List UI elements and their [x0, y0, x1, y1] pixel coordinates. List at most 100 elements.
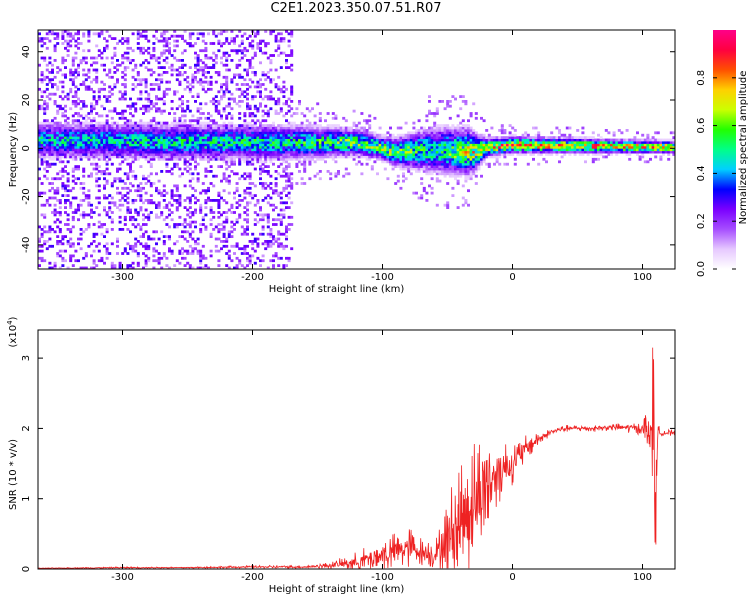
spectrogram-cell	[264, 196, 268, 200]
spectrogram-cell	[147, 51, 151, 55]
spectrogram-cell	[230, 121, 234, 125]
spectrogram-cell	[259, 150, 262, 154]
spectrogram-cell	[331, 126, 335, 130]
spectrogram-cell	[84, 136, 88, 139]
spectrogram-cell	[269, 90, 273, 94]
spectrogram-cell	[77, 63, 80, 67]
spectrogram-cell	[287, 259, 291, 263]
spectrogram-cell	[134, 138, 138, 142]
spectrogram-cell	[459, 172, 463, 176]
spectrogram-cell	[256, 160, 260, 164]
spectrogram-cell	[422, 189, 426, 193]
spectrogram-cell	[82, 191, 86, 195]
spectrogram-cell	[459, 129, 463, 132]
spectrogram-cell	[183, 63, 187, 67]
spectrogram-cell	[251, 95, 255, 98]
spectrogram-cell	[188, 206, 192, 209]
spectrogram-cell	[178, 167, 182, 171]
spectrogram-cell	[105, 46, 109, 50]
spectrogram-cell	[225, 167, 229, 171]
spectrogram-cell	[451, 157, 455, 161]
spectrogram-cell	[259, 85, 262, 89]
spectrogram-cell	[454, 141, 457, 144]
spectrogram-cell	[311, 143, 314, 147]
spectrogram-cell	[383, 148, 387, 152]
spectrogram-cell	[435, 143, 439, 147]
spectrogram-cell	[446, 133, 450, 137]
spectrogram-cell	[430, 170, 434, 173]
spectrogram-cell	[79, 155, 83, 159]
spectrogram-cell	[365, 121, 369, 125]
spectrogram-cell	[235, 148, 239, 152]
spectrogram-cell	[147, 259, 151, 263]
spectrogram-cell	[381, 136, 385, 139]
spectrogram-cell	[412, 167, 416, 171]
spectrogram-cell	[116, 237, 119, 241]
spectrogram-cell	[61, 34, 65, 38]
spectrogram-cell	[147, 244, 151, 248]
spectrogram-cell	[147, 237, 151, 241]
spectrogram-cell	[116, 186, 119, 190]
spectrogram-cell	[48, 165, 52, 168]
spectrogram-cell	[212, 148, 216, 152]
spectrogram-cell	[77, 208, 80, 212]
spectrogram-cell	[105, 179, 109, 183]
spectrogram-cell	[238, 213, 242, 217]
spectrogram-cell	[448, 160, 452, 164]
spectrogram-cell	[277, 133, 281, 137]
spectrogram-cell	[152, 143, 156, 147]
spectrogram-cell	[243, 133, 247, 137]
spectrogram-cell	[225, 145, 229, 149]
spectrogram-cell	[248, 160, 252, 164]
spectrogram-cell	[79, 237, 83, 241]
spectrogram-cell	[266, 194, 270, 197]
spectrogram-cell	[326, 124, 330, 127]
spectrogram-cell	[368, 155, 372, 159]
spectrogram-cell	[305, 133, 309, 137]
spectrogram-cell	[53, 133, 57, 137]
spectrogram-cell	[170, 249, 174, 253]
spectrogram-cell	[287, 174, 291, 178]
spectrogram-cell	[308, 124, 312, 127]
spectrogram-cell	[370, 143, 374, 147]
spectrogram-cell	[251, 153, 255, 156]
spectrogram-cell	[227, 155, 231, 159]
spectrogram-cell	[285, 228, 288, 231]
spectrogram-cell	[269, 203, 273, 207]
spectrogram-cell	[121, 138, 125, 142]
spectrogram-cell	[282, 186, 286, 190]
spectrogram-cell	[264, 129, 268, 132]
spectrogram-cell	[303, 133, 307, 137]
spectrogram-cell	[259, 232, 262, 236]
spectrogram-cell	[139, 153, 143, 156]
spectrogram-cell	[446, 157, 450, 161]
spectrogram-cell	[178, 83, 182, 86]
spectrogram-cell	[209, 124, 213, 127]
spectrogram-cell	[391, 165, 395, 168]
spectrogram-cell	[290, 201, 294, 205]
spectrogram-cell	[173, 225, 177, 229]
spectrogram-cell	[103, 186, 106, 190]
spectrogram-cell	[264, 145, 268, 149]
spectrogram-cell	[324, 131, 327, 135]
spectrogram-cell	[217, 100, 221, 103]
spectrogram-cell	[417, 170, 421, 173]
spectrogram-cell	[152, 104, 156, 108]
spectrogram-cell	[160, 194, 164, 197]
spectrogram-cell	[230, 39, 234, 43]
spectrogram-cell	[43, 213, 47, 217]
spectrogram-cell	[108, 131, 112, 135]
spectrogram-cell	[121, 83, 125, 86]
spectrogram-cell	[74, 51, 78, 55]
spectrogram-cell	[347, 155, 351, 159]
spectrogram-cell	[251, 129, 255, 132]
spectrogram-cell	[175, 107, 179, 111]
spectrogram-cell	[162, 71, 166, 74]
spectrogram-cell	[209, 129, 213, 132]
spectrogram-cell	[389, 148, 392, 152]
spectrogram-cell	[103, 126, 106, 130]
spectrogram-cell	[282, 95, 286, 98]
spectrogram-cell	[269, 148, 273, 152]
spectrogram-cell	[183, 206, 187, 209]
spectrogram-cell	[183, 199, 187, 202]
